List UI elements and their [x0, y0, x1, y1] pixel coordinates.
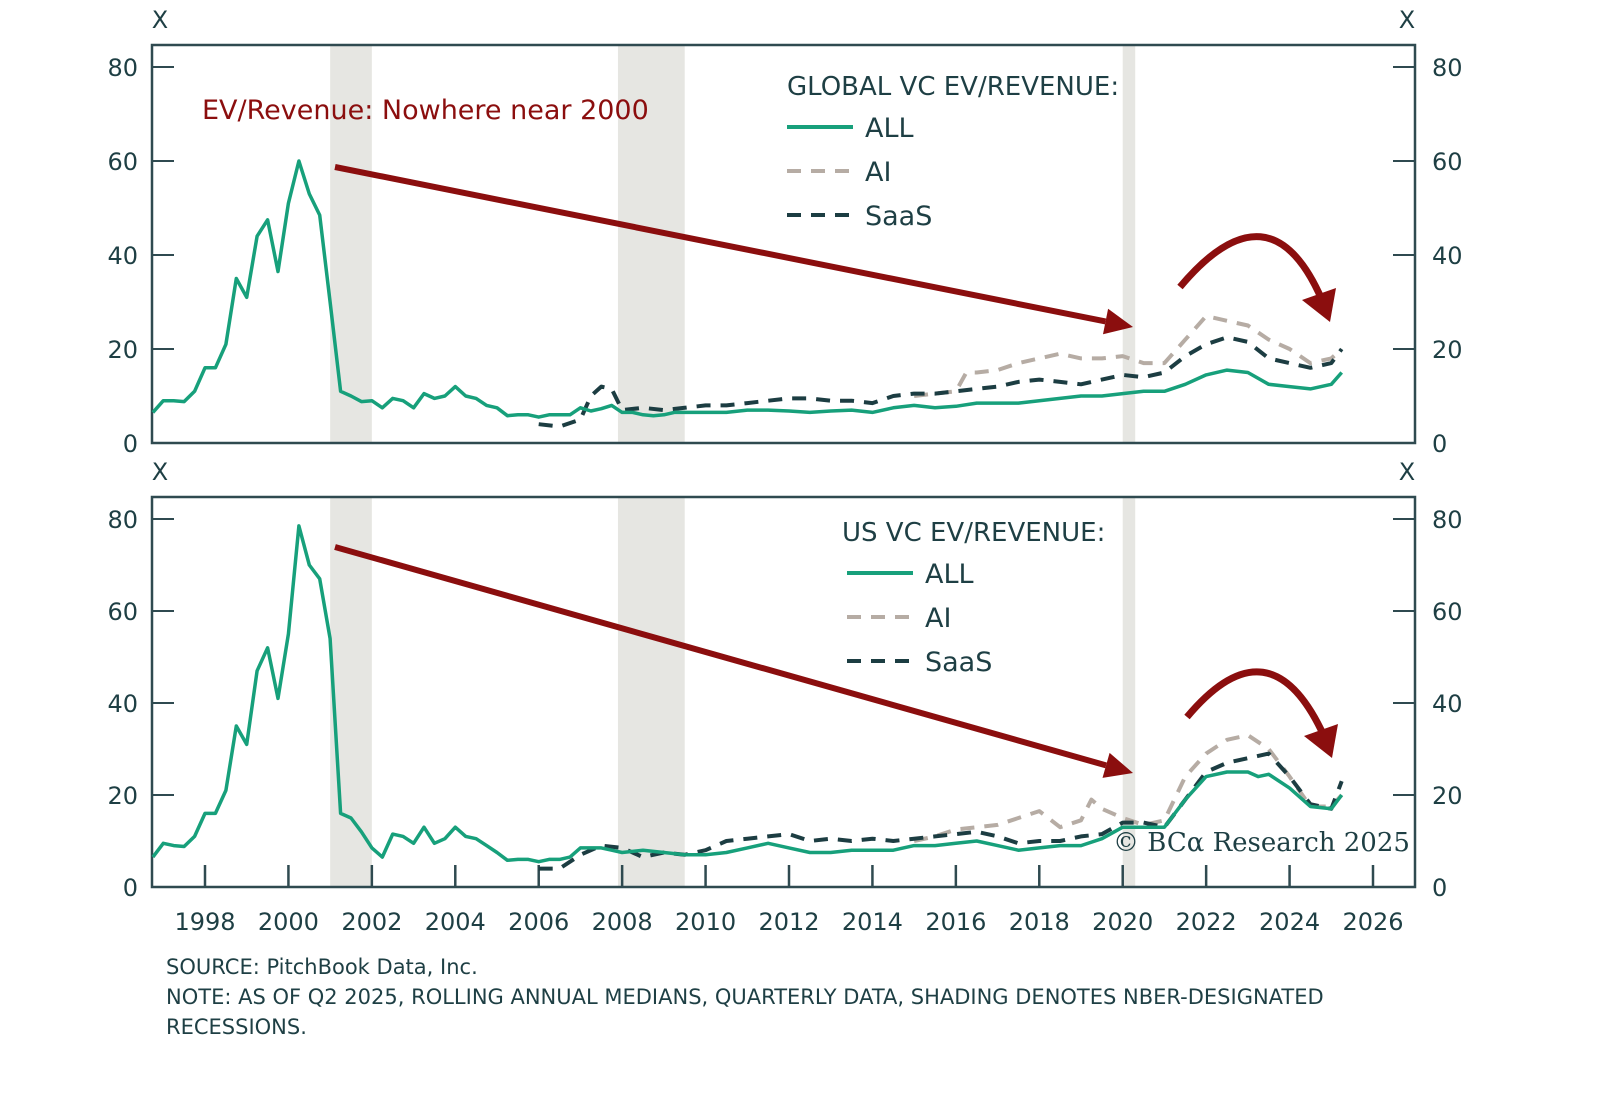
recession-band	[617, 498, 685, 887]
recession-band	[1122, 46, 1136, 443]
y-unit-label-right: X	[1399, 458, 1415, 486]
x-tick-label: 2018	[1009, 908, 1070, 936]
x-tick-label: 2006	[508, 908, 569, 936]
series-line-ai	[913, 733, 1344, 843]
trend-arrow-line	[334, 164, 1107, 325]
y-tick-label-left: 0	[123, 874, 138, 902]
y-tick-label-right: 40	[1432, 242, 1463, 270]
recession-band	[617, 46, 685, 443]
y-tick-label-right: 20	[1432, 336, 1463, 364]
rollover-arrow-curve	[1177, 233, 1326, 302]
y-tick-label-right: 20	[1432, 782, 1463, 810]
series-line-saas	[538, 335, 1344, 429]
y-tick-label-right: 80	[1432, 54, 1463, 82]
y-tick-label-left: 40	[107, 690, 138, 718]
source-note: SOURCE: PitchBook Data, Inc.	[166, 955, 478, 979]
legend-label-all: ALL	[925, 559, 974, 590]
legend-label-saas: SaaS	[925, 647, 992, 678]
series-line-all	[151, 524, 1344, 864]
copyright-label: © BCα Research 2025	[1113, 828, 1410, 858]
x-tick-label: 2010	[675, 908, 736, 936]
y-tick-label-left: 0	[123, 430, 138, 458]
x-tick-label: 2014	[842, 908, 903, 936]
y-tick-label-left: 80	[107, 506, 138, 534]
y-tick-label-right: 0	[1432, 874, 1447, 902]
y-unit-label-right: X	[1399, 6, 1415, 34]
y-tick-label-right: 60	[1432, 148, 1463, 176]
y-tick-label-left: 80	[107, 54, 138, 82]
panel-top: 0 0 20 20 40 40 60 60 80 80 X X GLOBAL VC EV/REVENUE…	[107, 6, 1462, 458]
x-tick-label: 2002	[341, 908, 402, 936]
x-tick-label: 2020	[1092, 908, 1153, 936]
plot-frame	[150, 495, 1417, 889]
y-tick-label-right: 40	[1432, 690, 1463, 718]
recession-band	[1122, 498, 1136, 887]
series-line-all	[151, 159, 1344, 419]
x-tick-label: 2024	[1259, 908, 1320, 936]
legend-label-ai: AI	[925, 603, 951, 634]
recession-band	[330, 498, 372, 887]
legend-label-saas: SaaS	[865, 201, 932, 232]
annotation-text: EV/Revenue: Nowhere near 2000	[202, 95, 649, 126]
x-tick-label: 2026	[1342, 908, 1403, 936]
y-unit-label-left: X	[152, 6, 168, 34]
y-unit-label-left: X	[152, 458, 168, 486]
y-tick-label-left: 60	[107, 598, 138, 626]
y-tick-label-right: 60	[1432, 598, 1463, 626]
y-tick-label-left: 20	[107, 336, 138, 364]
x-tick-label: 2016	[925, 908, 986, 936]
legend-label-ai: AI	[865, 157, 891, 188]
rollover-arrowhead	[1304, 724, 1338, 758]
legend-label-all: ALL	[865, 113, 914, 144]
x-tick-label: 2000	[258, 908, 319, 936]
x-tick-label: 2008	[592, 908, 653, 936]
legend-title: GLOBAL VC EV/REVENUE:	[787, 72, 1119, 102]
y-tick-label-left: 60	[107, 148, 138, 176]
trend-arrowhead	[1102, 752, 1133, 778]
rollover-arrowhead	[1302, 288, 1336, 322]
footnote: NOTE: AS OF Q2 2025, ROLLING ANNUAL MEDI…	[166, 985, 1324, 1039]
x-tick-label: 2004	[425, 908, 486, 936]
x-tick-label: 2012	[758, 908, 819, 936]
trend-arrow-line	[334, 544, 1107, 769]
y-tick-label-right: 0	[1432, 430, 1447, 458]
plot-frame	[150, 43, 1417, 445]
y-tick-label-left: 20	[107, 782, 138, 810]
x-tick-label: 2022	[1176, 908, 1237, 936]
recession-band	[330, 46, 372, 443]
y-tick-label-right: 80	[1432, 506, 1463, 534]
y-tick-label-left: 40	[107, 242, 138, 270]
x-tick-label: 1998	[174, 908, 235, 936]
rollover-arrow-curve	[1184, 668, 1328, 738]
legend-title: US VC EV/REVENUE:	[842, 518, 1105, 548]
trend-arrowhead	[1102, 308, 1133, 335]
series-line-ai	[913, 314, 1344, 398]
